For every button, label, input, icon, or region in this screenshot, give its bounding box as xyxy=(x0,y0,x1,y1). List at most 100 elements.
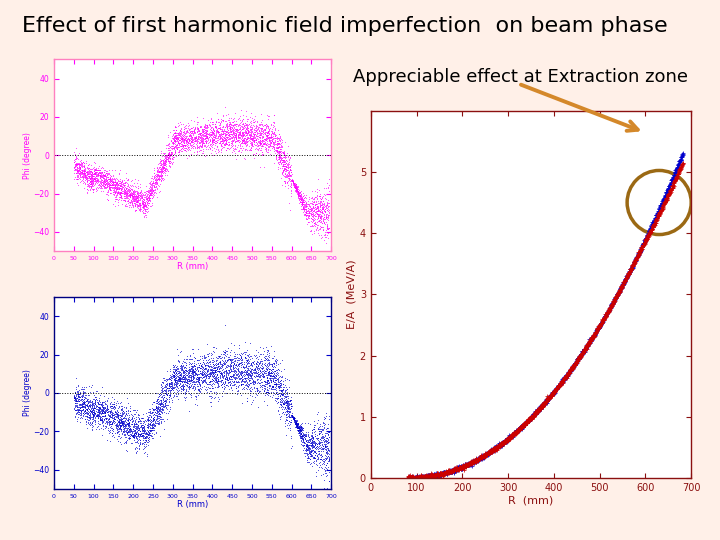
Point xyxy=(313,459,325,468)
Point xyxy=(158,159,170,167)
Point xyxy=(221,123,233,132)
Point xyxy=(112,425,124,434)
Point xyxy=(191,373,202,382)
Point xyxy=(254,359,266,368)
Point xyxy=(176,135,188,144)
Point xyxy=(265,133,276,141)
Point xyxy=(73,163,85,171)
Point xyxy=(220,348,231,356)
Point xyxy=(152,404,163,413)
Point xyxy=(320,464,331,472)
Point xyxy=(132,192,143,200)
Point xyxy=(312,199,324,207)
Point xyxy=(218,134,230,143)
Point xyxy=(90,400,102,408)
Point xyxy=(91,178,102,187)
Point xyxy=(104,180,116,188)
Point xyxy=(68,164,80,173)
Point xyxy=(104,411,116,420)
Point xyxy=(320,442,331,450)
Point xyxy=(115,185,127,194)
Point xyxy=(299,431,310,440)
Point xyxy=(241,115,253,124)
Point xyxy=(269,137,281,146)
Point xyxy=(228,128,239,137)
Point xyxy=(80,394,91,402)
Point xyxy=(239,374,251,383)
Point xyxy=(202,361,213,369)
Point xyxy=(199,129,210,137)
Point xyxy=(250,387,261,395)
Point xyxy=(300,203,312,212)
Point xyxy=(243,370,255,379)
Point xyxy=(271,133,283,142)
Point xyxy=(124,426,135,435)
Point xyxy=(74,164,86,173)
Point xyxy=(320,454,331,463)
Point xyxy=(297,192,309,201)
Point xyxy=(228,370,239,379)
Point xyxy=(104,413,116,421)
Point xyxy=(246,140,257,149)
Point xyxy=(301,211,312,219)
Point xyxy=(127,194,138,202)
Point xyxy=(191,365,202,374)
Point xyxy=(82,186,94,194)
Point xyxy=(180,361,192,370)
Point xyxy=(289,181,300,190)
Point xyxy=(235,117,247,126)
Point xyxy=(123,425,135,434)
Point xyxy=(284,170,295,179)
Point xyxy=(180,136,192,145)
Point xyxy=(277,380,289,389)
Point xyxy=(184,375,196,384)
Point xyxy=(251,140,263,149)
Point xyxy=(269,359,280,368)
Point xyxy=(158,393,170,401)
Point xyxy=(199,361,210,369)
Point xyxy=(221,138,233,147)
Point xyxy=(85,171,96,180)
Point xyxy=(148,190,159,199)
Point xyxy=(181,127,193,136)
Point xyxy=(128,430,140,438)
Point xyxy=(245,138,256,147)
Point xyxy=(192,374,204,383)
Point xyxy=(254,372,266,380)
Point xyxy=(114,176,125,185)
Point xyxy=(158,384,169,393)
Point xyxy=(191,356,202,364)
Point xyxy=(135,418,147,427)
Point xyxy=(172,139,184,147)
Point xyxy=(117,183,129,192)
Point xyxy=(253,123,264,131)
Point xyxy=(102,403,113,411)
Point xyxy=(85,183,96,192)
Point xyxy=(176,131,188,139)
Point xyxy=(124,417,135,426)
Point xyxy=(71,169,82,178)
Point xyxy=(100,415,112,424)
Point xyxy=(254,140,266,149)
Point xyxy=(128,433,140,442)
Point xyxy=(158,163,170,172)
Point xyxy=(262,142,274,151)
Point xyxy=(154,164,166,173)
Point xyxy=(135,436,146,444)
Point xyxy=(189,380,201,389)
Point xyxy=(96,409,108,417)
Point xyxy=(269,375,280,384)
Point xyxy=(185,370,197,379)
Point xyxy=(86,419,97,428)
Point xyxy=(172,365,184,374)
Point xyxy=(97,421,109,430)
Point xyxy=(295,195,307,204)
Point xyxy=(126,193,138,202)
Point xyxy=(228,361,239,369)
Point xyxy=(259,121,271,130)
Point xyxy=(305,447,316,455)
Point xyxy=(204,370,216,379)
Point xyxy=(267,140,279,149)
Point xyxy=(200,134,212,143)
Point xyxy=(234,124,246,132)
